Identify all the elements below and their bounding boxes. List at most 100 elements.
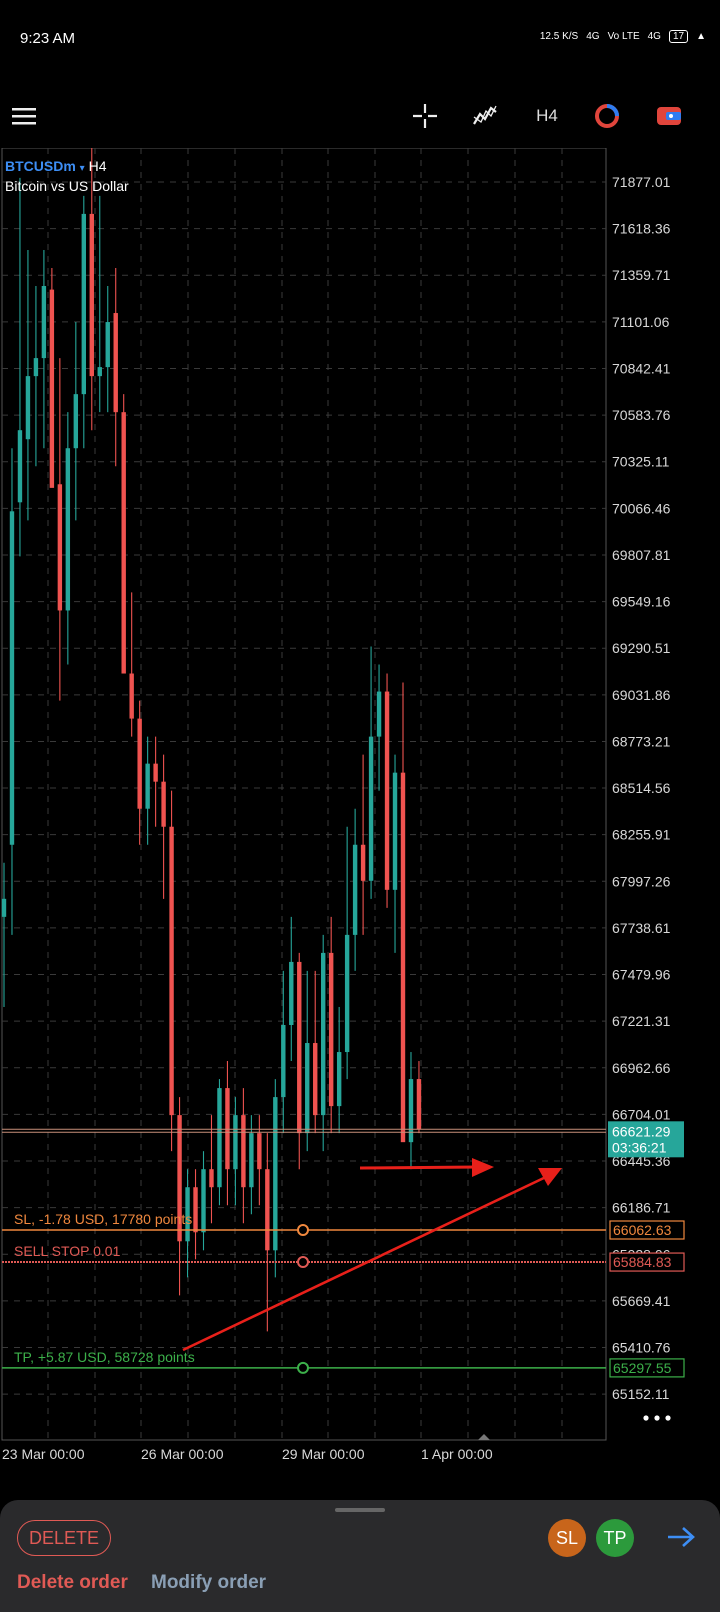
symbol-name: BTCUSDm	[5, 158, 76, 174]
price-axis-label: 69290.51	[612, 640, 671, 656]
candle-body	[33, 358, 39, 377]
more-dots-icon[interactable]	[665, 1415, 671, 1421]
timeframe-button[interactable]: H4	[529, 98, 565, 134]
drawn-arrowhead	[472, 1158, 494, 1177]
modify-order-button[interactable]: Modify order	[151, 1572, 267, 1593]
tp-price-tag	[609, 1358, 685, 1378]
price-axis-label: 67479.96	[612, 967, 671, 983]
candle-body	[65, 448, 71, 611]
price-axis-label: 67221.31	[612, 1013, 671, 1029]
trade-icon[interactable]	[651, 98, 687, 134]
sheet-handle[interactable]	[335, 1508, 385, 1512]
symbol-timeframe: H4	[88, 158, 107, 174]
candle-body	[321, 952, 326, 1116]
order-price-label: 65884.83	[613, 1254, 672, 1270]
chart-objects-icon[interactable]	[589, 98, 625, 134]
candle-body	[73, 394, 79, 449]
candle-body	[49, 289, 55, 488]
time-axis-label: 1 Apr 00:00	[421, 1446, 493, 1462]
sl-price-label: 66062.63	[613, 1222, 672, 1238]
status-icons: 12.5 K/S 4G Vo LTE 4G 17 ▲	[540, 30, 706, 43]
candle-body	[137, 718, 142, 809]
hamburger-icon[interactable]	[6, 98, 42, 134]
sl-line-label: SL, -1.78 USD, 17780 points	[14, 1211, 192, 1227]
signal-4g-2: 4G	[647, 31, 661, 42]
sl-drag-handle[interactable]	[297, 1224, 309, 1237]
price-axis-label: 66704.01	[612, 1106, 671, 1122]
more-dots-icon[interactable]	[654, 1415, 660, 1421]
order-price-tag	[609, 1252, 685, 1272]
candle-body	[1, 898, 7, 917]
candle-body	[376, 691, 382, 737]
price-axis-label: 65152.11	[612, 1386, 670, 1402]
delete-pill-button[interactable]: DELETE	[17, 1520, 111, 1556]
volte-badge: Vo LTE	[607, 31, 640, 42]
candle-body	[368, 736, 374, 881]
candle-body	[297, 961, 302, 1134]
chart-canvas[interactable]: 71877.01 71618.36 71359.71 71101.06 70842.41…	[0, 148, 720, 1486]
net-speed: 12.5 K/S	[539, 31, 579, 42]
price-axis-label: 67997.26	[612, 873, 671, 889]
candle-body	[57, 484, 63, 611]
candle-body	[185, 1187, 190, 1242]
time-axis-label: 29 Mar 00:00	[282, 1446, 365, 1462]
candle-body	[89, 213, 94, 377]
chart-toolbar: H4	[0, 78, 720, 148]
crosshair-icon[interactable]	[407, 98, 443, 134]
price-axis-label: 69807.81	[612, 547, 671, 563]
candle-body	[384, 691, 390, 890]
bar-countdown-label: 03:36:21	[612, 1139, 667, 1155]
delete-order-button[interactable]: Delete order	[17, 1572, 128, 1593]
candle-body	[313, 1043, 318, 1116]
indicators-icon[interactable]	[467, 98, 503, 134]
candle-body	[97, 367, 102, 377]
candle-body	[81, 213, 86, 395]
candle-body	[193, 1187, 198, 1233]
candle-body	[352, 844, 358, 935]
candle-body	[360, 844, 366, 881]
arrow-right-icon[interactable]	[664, 1520, 698, 1554]
current-price-tag	[608, 1121, 684, 1158]
time-axis-label: 26 Mar 00:00	[141, 1446, 224, 1462]
price-axis-label: 70066.46	[612, 500, 671, 516]
candle-body	[257, 1133, 262, 1170]
tp-button[interactable]: TP	[596, 1519, 634, 1557]
status-time: 9:23 AM	[20, 30, 76, 47]
price-axis-label: 69031.86	[612, 687, 671, 703]
candle-body	[281, 1025, 286, 1098]
candle-body	[41, 286, 47, 359]
timeframe-label: H4	[536, 106, 558, 125]
price-chart[interactable]: 71877.01 71618.36 71359.71 71101.06 70842.41…	[0, 148, 720, 1486]
tp-drag-handle[interactable]	[297, 1361, 309, 1374]
order-bottom-sheet: DELETE SL TP Delete order Modify order	[0, 1500, 720, 1612]
price-axis-label: 71618.36	[612, 221, 671, 237]
price-axis-label: 68255.91	[612, 827, 671, 843]
sl-button[interactable]: SL	[548, 1519, 586, 1557]
signal-4g: 4G	[586, 31, 600, 42]
candle-body	[145, 763, 150, 809]
battery-icon: 17	[668, 30, 689, 43]
candle-body	[249, 1133, 254, 1188]
candle-body	[9, 511, 15, 845]
more-dots-icon[interactable]	[643, 1415, 649, 1421]
candle-body	[201, 1169, 206, 1233]
tp-price-label: 65297.55	[613, 1360, 672, 1376]
price-axis-label: 65410.76	[612, 1340, 671, 1356]
candle-body	[209, 1169, 214, 1188]
candle-body	[225, 1088, 230, 1170]
price-axis-label: 71359.71	[612, 267, 671, 283]
plot-border	[1, 148, 607, 1441]
candle-body	[233, 1115, 238, 1170]
candle-body	[392, 772, 398, 890]
symbol-header[interactable]: BTCUSDm ▾ H4	[5, 158, 107, 174]
candle-body	[153, 763, 158, 782]
candle-body	[241, 1115, 246, 1188]
candle-body	[400, 772, 406, 1143]
candle-body	[177, 1115, 182, 1242]
tp-line-label: TP, +5.87 USD, 58728 points	[14, 1349, 195, 1365]
candle-body	[408, 1079, 414, 1143]
candle-body	[161, 781, 166, 827]
order-drag-handle[interactable]	[297, 1256, 309, 1269]
drawn-arrow-horizontal	[359, 1165, 479, 1170]
alert-icon: ▲	[696, 31, 706, 42]
